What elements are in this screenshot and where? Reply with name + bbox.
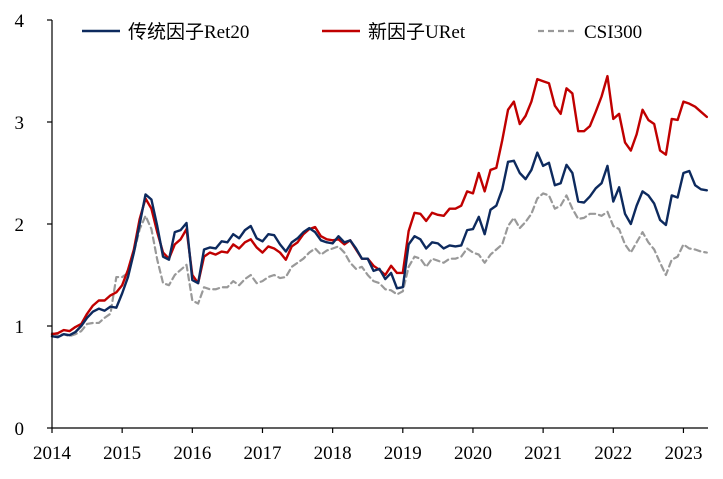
x-tick-label: 2015 xyxy=(103,443,141,464)
legend-label-2: CSI300 xyxy=(584,22,642,43)
x-ticks: 2014 2015 2016 2017 2018 2019 2020 2021 2022 2023 xyxy=(33,428,702,464)
y-ticks: 0 1 2 3 4 xyxy=(15,11,52,440)
series-line-2 xyxy=(50,192,708,338)
y-tick-label: 0 xyxy=(15,419,25,440)
legend: 传统因子Ret20 新因子URet CSI300 xyxy=(82,21,642,43)
x-tick-label: 2017 xyxy=(243,443,281,464)
legend-label-1: 新因子URet xyxy=(368,21,466,43)
x-tick-label: 2022 xyxy=(594,443,632,464)
y-tick-label: 1 xyxy=(15,317,25,338)
axes xyxy=(51,20,708,429)
series-line-0 xyxy=(50,151,709,339)
y-tick-label: 3 xyxy=(15,113,25,134)
x-tick-label: 2019 xyxy=(384,443,422,464)
y-tick-label: 2 xyxy=(15,215,25,236)
legend-label-0: 传统因子Ret20 xyxy=(128,21,249,43)
y-tick-label: 4 xyxy=(15,11,25,32)
x-tick-label: 2023 xyxy=(664,443,702,464)
x-tick-label: 2016 xyxy=(173,443,211,464)
x-tick-label: 2021 xyxy=(524,443,562,464)
x-tick-label: 2020 xyxy=(454,443,492,464)
x-tick-label: 2018 xyxy=(314,443,352,464)
x-tick-label: 2014 xyxy=(33,443,72,464)
series-line-1 xyxy=(50,74,709,336)
series-layer xyxy=(50,74,709,339)
